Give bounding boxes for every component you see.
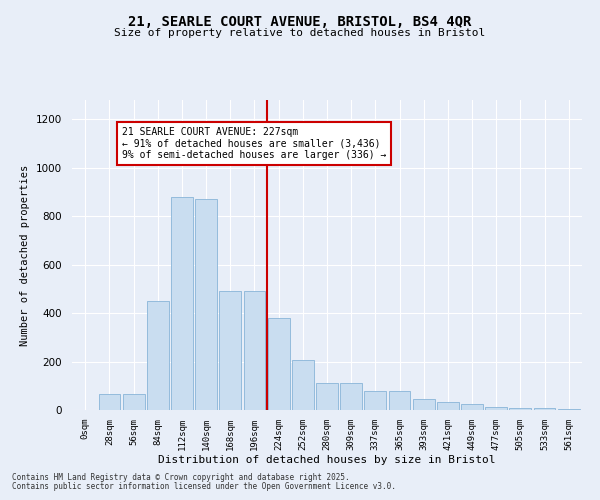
Bar (220, 292, 241, 410)
Bar (123, 394, 145, 410)
Text: Contains HM Land Registry data © Crown copyright and database right 2025.: Contains HM Land Registry data © Crown c… (12, 474, 350, 482)
Bar (195, 200, 217, 410)
Bar (509, 408, 531, 410)
Bar (292, 360, 314, 410)
Bar (147, 301, 169, 410)
Bar (244, 292, 265, 410)
Bar (413, 399, 434, 410)
Bar (389, 390, 410, 410)
Bar (461, 404, 483, 410)
Bar (437, 402, 459, 410)
Text: 21, SEARLE COURT AVENUE, BRISTOL, BS4 4QR: 21, SEARLE COURT AVENUE, BRISTOL, BS4 4Q… (128, 15, 472, 29)
Text: Size of property relative to detached houses in Bristol: Size of property relative to detached ho… (115, 28, 485, 38)
Bar (171, 197, 193, 410)
Bar (268, 318, 290, 410)
Bar (364, 390, 386, 410)
Bar (340, 384, 362, 410)
Bar (98, 394, 121, 410)
Y-axis label: Number of detached properties: Number of detached properties (20, 164, 31, 346)
Text: Contains public sector information licensed under the Open Government Licence v3: Contains public sector information licen… (12, 482, 396, 491)
Bar (316, 384, 338, 410)
Bar (533, 408, 556, 410)
Text: 21 SEARLE COURT AVENUE: 227sqm
← 91% of detached houses are smaller (3,436)
9% o: 21 SEARLE COURT AVENUE: 227sqm ← 91% of … (122, 126, 386, 160)
Bar (485, 407, 507, 410)
Bar (558, 409, 580, 410)
X-axis label: Distribution of detached houses by size in Bristol: Distribution of detached houses by size … (158, 456, 496, 466)
